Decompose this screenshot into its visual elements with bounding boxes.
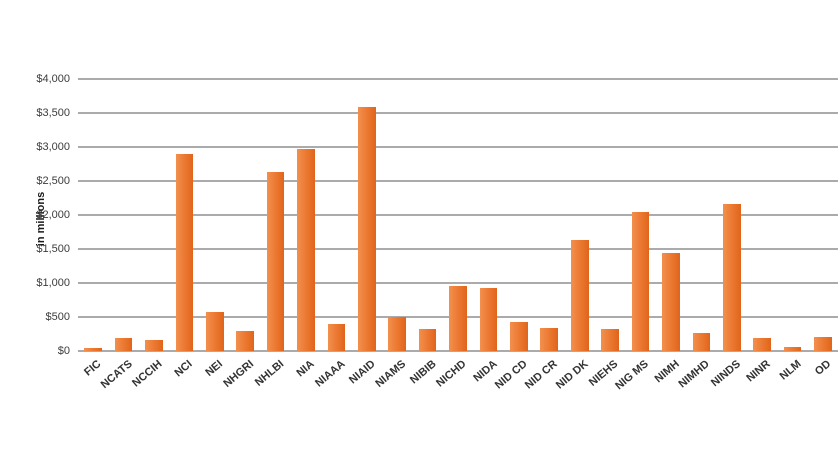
x-axis-label: NIBIB xyxy=(407,358,439,387)
gridline xyxy=(78,146,838,148)
bar xyxy=(358,106,376,351)
bar-column: NIEHS xyxy=(587,79,625,389)
x-axis-label: NIAID xyxy=(346,358,378,387)
bar xyxy=(145,340,163,351)
bar-column: NIMHD xyxy=(677,79,716,390)
x-axis-label: OD xyxy=(813,358,834,378)
bar-column: NID CR xyxy=(523,79,564,392)
bar xyxy=(418,329,437,351)
bar-column: NIA xyxy=(291,79,321,379)
bar-column: NHGRI xyxy=(221,79,260,390)
bar-column: NIAID xyxy=(347,79,382,386)
x-axis-label: NINDS xyxy=(708,358,743,390)
plot-area: $4,000 $3,500 $3,000 $2,500 $2,000 $1,500 $1,0… xyxy=(36,73,838,392)
x-axis-label: NID DK xyxy=(553,358,591,392)
y-axis-tick-label: $0 xyxy=(57,345,70,357)
bar xyxy=(510,322,528,351)
bar xyxy=(662,253,680,351)
bar xyxy=(722,204,741,351)
y-axis-tick-label: $3,500 xyxy=(36,107,70,119)
x-axis-label: NID CD xyxy=(492,358,530,392)
x-axis-label: NID CR xyxy=(523,358,561,392)
bar-column: NID DK xyxy=(554,79,595,392)
bar xyxy=(783,347,802,351)
gridline xyxy=(78,248,838,250)
gridline xyxy=(78,282,838,284)
x-axis-label: NIAAA xyxy=(312,358,348,390)
gridline xyxy=(78,112,838,114)
gridline xyxy=(78,350,838,352)
bar-column: NICHD xyxy=(434,79,473,390)
bar xyxy=(206,312,224,351)
x-axis-label: NICHD xyxy=(434,358,469,390)
y-axis-tick-label: $1,500 xyxy=(36,243,70,255)
x-axis-label: NINR xyxy=(744,358,773,385)
bar-column: NCCIH xyxy=(130,79,169,390)
bar-column: NIG MS xyxy=(614,79,655,392)
bar xyxy=(236,330,255,351)
bar-column: FIC xyxy=(78,79,108,379)
bar xyxy=(540,327,559,351)
bar-column: NLM xyxy=(777,79,807,383)
gridline xyxy=(78,214,838,216)
x-axis-label: NCI xyxy=(172,358,196,380)
y-axis-tick-label: $3,000 xyxy=(36,141,70,153)
bar xyxy=(479,287,498,351)
bar-column: OD xyxy=(808,79,838,378)
x-axis-label: NCATS xyxy=(98,358,135,392)
x-axis-label: NHGRI xyxy=(221,358,256,390)
bar-column: NIAMS xyxy=(373,79,412,390)
gridline xyxy=(78,78,838,80)
bar xyxy=(84,347,103,351)
x-axis-label: NIG MS xyxy=(613,358,652,393)
bar xyxy=(388,317,407,351)
y-axis-tick-label: $2,000 xyxy=(36,209,70,221)
x-axis-label: NIA xyxy=(294,358,317,380)
bar-column: NEI xyxy=(200,79,230,379)
bar-column: NIBIB xyxy=(408,79,442,386)
bar xyxy=(114,338,133,351)
x-axis-label: NEI xyxy=(203,358,226,379)
bar xyxy=(601,329,619,351)
y-axis-tick-label: $500 xyxy=(45,311,70,323)
bar-column: NIMH xyxy=(652,79,686,385)
x-axis-label: NCCIH xyxy=(130,358,165,390)
y-axis-tick-label: $2,500 xyxy=(36,175,70,187)
bar xyxy=(692,332,711,351)
bar xyxy=(631,211,650,351)
bar-column: NINR xyxy=(745,79,777,384)
bar-column: NCATS xyxy=(98,79,138,391)
bar xyxy=(175,153,194,351)
bar-column: NHLBI xyxy=(253,79,290,389)
bar xyxy=(297,149,315,351)
bar xyxy=(753,338,771,351)
y-axis-tick-label: $1,000 xyxy=(36,277,70,289)
x-axis-label: NIAMS xyxy=(373,358,408,390)
x-axis-label: NLM xyxy=(777,358,804,383)
bar xyxy=(266,172,285,351)
bar xyxy=(449,285,467,351)
bar xyxy=(327,323,346,351)
y-axis-tick-label: $4,000 xyxy=(36,73,70,85)
gridline xyxy=(78,180,838,182)
x-axis-label: NHLBI xyxy=(252,358,287,389)
bars-layer: FIC NCATS NCCIH NCI NEI NHGRI NHLBI NIA NIAAA NIA… xyxy=(78,79,838,392)
bar xyxy=(814,336,832,351)
x-axis-label: FIC xyxy=(82,358,104,379)
bar-column: NIDA xyxy=(471,79,503,384)
bar-column: NIAAA xyxy=(313,79,351,390)
bar-column: NCI xyxy=(169,79,199,379)
bar-column: NINDS xyxy=(709,79,747,389)
bar xyxy=(570,240,589,351)
bar-column: NID CD xyxy=(493,79,534,392)
x-axis-label: NIMHD xyxy=(676,358,713,391)
